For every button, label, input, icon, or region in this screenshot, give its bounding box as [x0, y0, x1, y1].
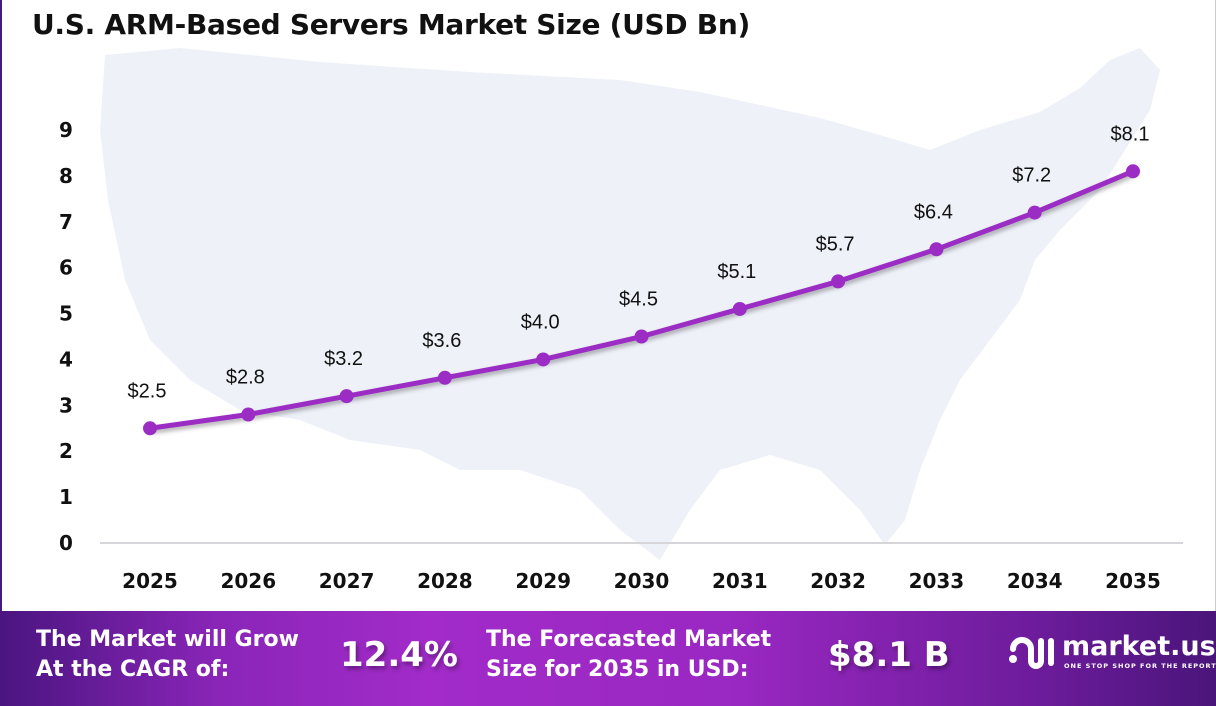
data-label: $4.0 — [521, 311, 560, 333]
forecast-label-line2: Size for 2035 in USD: — [486, 657, 749, 682]
brand-logo: market.us ONE STOP SHOP FOR THE REPORTS — [1008, 631, 1216, 675]
x-tick-label: 2029 — [515, 569, 571, 593]
data-point — [634, 329, 649, 344]
y-tick-label: 4 — [59, 347, 73, 371]
cagr-value: 12.4% — [340, 635, 458, 675]
data-label: $7.2 — [1012, 165, 1051, 187]
x-tick-label: 2032 — [810, 569, 866, 593]
data-point — [929, 242, 944, 257]
forecast-value: $8.1 B — [828, 635, 950, 675]
us-map-background — [100, 48, 1160, 560]
data-point — [1027, 205, 1042, 220]
chart-title: U.S. ARM-Based Servers Market Size (USD … — [32, 8, 750, 41]
data-point — [339, 389, 354, 404]
data-point — [143, 421, 157, 436]
data-label: $3.6 — [422, 330, 461, 352]
data-point — [536, 352, 551, 367]
footer-banner: The Market will Grow At the CAGR of: 12.… — [0, 611, 1216, 706]
data-label: $5.7 — [816, 233, 855, 255]
cagr-label: The Market will Grow At the CAGR of: — [36, 625, 299, 685]
y-tick-label: 6 — [59, 256, 73, 280]
x-tick-label: 2035 — [1105, 569, 1161, 593]
data-label: $4.5 — [619, 289, 658, 311]
data-point — [732, 301, 747, 316]
data-label: $3.2 — [324, 348, 363, 370]
data-point — [1126, 164, 1140, 179]
y-tick-label: 2 — [59, 439, 73, 463]
y-tick-label: 8 — [59, 164, 73, 188]
x-tick-label: 2033 — [909, 569, 965, 593]
brand-name: market.us — [1062, 631, 1216, 662]
forecast-label: The Forecasted Market Size for 2035 in U… — [486, 625, 771, 685]
x-tick-label: 2026 — [220, 569, 276, 593]
x-tick-label: 2025 — [122, 569, 178, 593]
data-point — [831, 274, 846, 289]
data-point — [437, 370, 452, 385]
x-tick-label: 2031 — [712, 569, 768, 593]
data-point — [241, 407, 256, 422]
data-label: $2.8 — [226, 367, 265, 389]
y-tick-label: 3 — [59, 393, 73, 417]
market-us-logo-icon — [1009, 637, 1054, 669]
data-label: $8.1 — [1111, 123, 1150, 145]
data-label: $6.4 — [914, 201, 953, 223]
data-label: $5.1 — [717, 261, 756, 283]
x-tick-label: 2028 — [417, 569, 473, 593]
cagr-label-line1: The Market will Grow — [36, 627, 299, 652]
forecast-label-line1: The Forecasted Market — [486, 627, 772, 652]
y-tick-label: 5 — [59, 302, 73, 326]
x-tick-label: 2030 — [614, 569, 670, 593]
brand-tagline: ONE STOP SHOP FOR THE REPORTS — [1064, 662, 1216, 670]
line-chart: 0 1 2 3 4 5 6 7 8 9 2025 2026 2027 2028 2029 2030 2031 2… — [59, 48, 1183, 593]
x-tick-label: 2027 — [319, 569, 375, 593]
data-label: $2.5 — [128, 380, 167, 402]
y-tick-label: 9 — [59, 118, 73, 142]
y-tick-label: 0 — [59, 531, 73, 555]
y-tick-label: 7 — [59, 210, 73, 234]
cagr-label-line2: At the CAGR of: — [36, 657, 230, 682]
y-tick-label: 1 — [59, 485, 73, 509]
x-tick-label: 2034 — [1007, 569, 1063, 593]
